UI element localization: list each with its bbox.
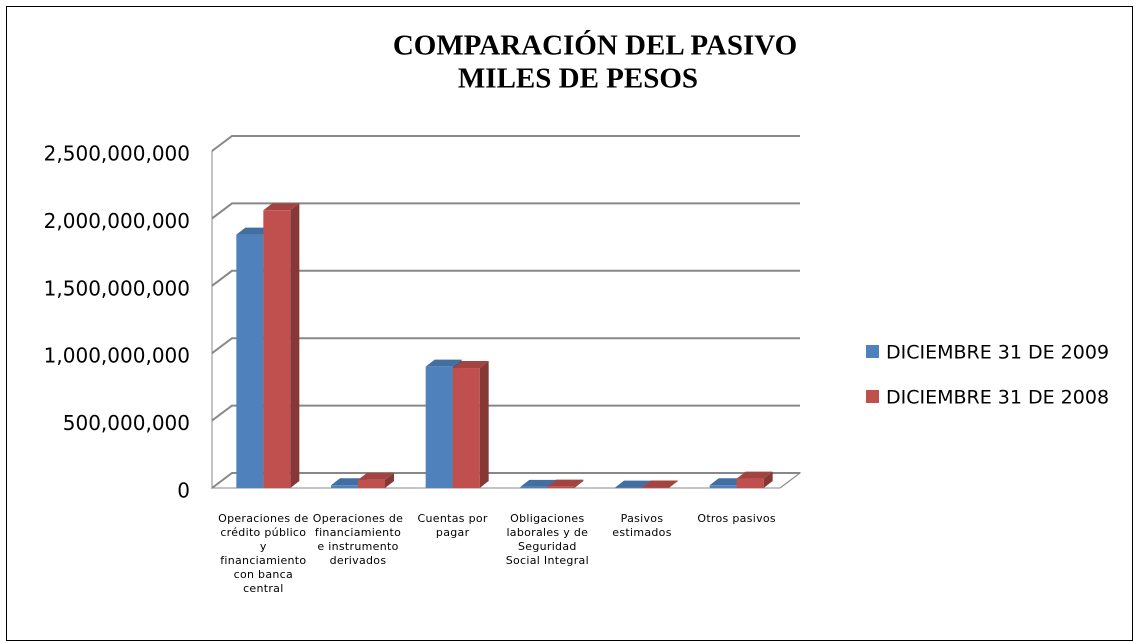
legend-label: DICIEMBRE 31 DE 2009: [886, 342, 1109, 364]
x-tick-label: Operaciones de crédito público y financi…: [218, 512, 309, 595]
x-tick-label: Obligaciones laborales y de Seguridad So…: [505, 512, 589, 567]
bar: [358, 479, 385, 488]
bar: [331, 485, 358, 488]
x-tick-label: Pasivos estimados: [612, 512, 672, 539]
y-tick-label: 1,500,000,000: [44, 276, 190, 300]
bar-side: [669, 480, 678, 488]
bar: [642, 487, 669, 488]
bar: [709, 485, 737, 488]
bar: [520, 486, 548, 488]
bar: [263, 210, 291, 488]
x-tick-label: Otros pasivos: [697, 512, 776, 525]
bar-side: [385, 472, 394, 488]
legend-swatch: [866, 390, 879, 403]
legend-label: DICIEMBRE 31 DE 2008: [886, 387, 1109, 409]
bar: [547, 486, 575, 488]
bar-top: [263, 203, 300, 211]
chart-subtitle: MILES DE PESOS: [458, 63, 698, 95]
y-tick-label: 1,000,000,000: [44, 344, 190, 368]
grid-line: [211, 202, 800, 220]
grid-line: [211, 404, 800, 422]
bar: [452, 368, 480, 488]
chart-title: COMPARACIÓN DEL PASIVO: [393, 29, 797, 62]
bar-top: [736, 471, 773, 479]
grid-line: [211, 269, 800, 287]
bar: [425, 366, 453, 488]
y-tick-label: 500,000,000: [63, 411, 190, 435]
y-tick-label: 0: [177, 479, 190, 503]
grid-line: [211, 337, 800, 355]
bar-top: [452, 361, 489, 369]
bar-top: [547, 479, 584, 487]
bar: [236, 234, 264, 488]
bar-side: [763, 471, 773, 488]
floor-right-edge: [779, 472, 801, 489]
grid-line: [211, 472, 800, 489]
x-tick-label: Operaciones de financiamiento e instrume…: [312, 512, 404, 567]
bar: [736, 478, 764, 488]
bar-top: [358, 472, 394, 480]
bar-top: [520, 479, 557, 487]
grid-line: [211, 135, 800, 152]
bar-side: [574, 479, 584, 488]
x-tick-label: Cuentas por pagar: [417, 512, 488, 539]
y-tick-label: 2,500,000,000: [44, 142, 190, 166]
legend-swatch: [866, 345, 879, 358]
bar-side: [290, 203, 300, 488]
bar-top: [642, 480, 678, 488]
bar-top: [615, 480, 651, 488]
bar-top: [425, 359, 462, 367]
bar-side: [479, 361, 489, 488]
y-tick-label: 2,000,000,000: [44, 209, 190, 233]
